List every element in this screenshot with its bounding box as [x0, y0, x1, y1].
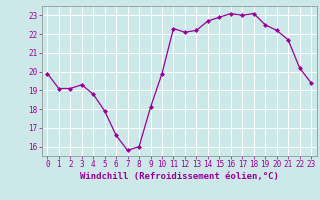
- X-axis label: Windchill (Refroidissement éolien,°C): Windchill (Refroidissement éolien,°C): [80, 172, 279, 181]
